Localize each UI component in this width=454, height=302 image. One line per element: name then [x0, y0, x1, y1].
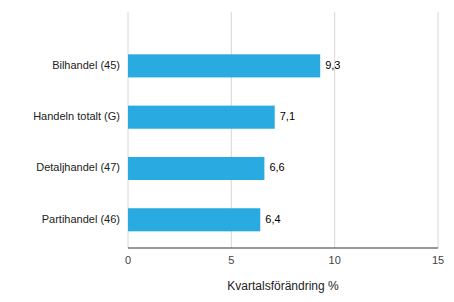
data-label: 6,4	[265, 213, 280, 225]
category-label: Bilhandel (45)	[52, 59, 120, 71]
tick-label: 15	[432, 254, 444, 266]
grid-line	[334, 12, 335, 248]
grid	[128, 12, 438, 248]
x-axis-line	[128, 248, 438, 249]
grid-line	[438, 12, 439, 248]
tick-label: 0	[125, 254, 131, 266]
data-label: 9,3	[325, 59, 340, 71]
category-label: Handeln totalt (G)	[33, 110, 120, 122]
x-axis-label: Kvartalsförändring %	[227, 279, 339, 293]
tick-label: 10	[329, 254, 341, 266]
tick-label: 5	[228, 254, 234, 266]
data-label: 6,6	[269, 161, 284, 173]
category-label: Detaljhandel (47)	[36, 161, 120, 173]
chart-container: 0 5 10 15 Partihandel (46) Detaljhandel (47) H…	[0, 0, 454, 302]
data-label: 7,1	[280, 110, 295, 122]
category-label: Partihandel (46)	[42, 213, 120, 225]
bars	[128, 54, 320, 231]
bar	[128, 106, 275, 129]
chart: 0 5 10 15 Partihandel (46) Detaljhandel (47) H…	[0, 0, 454, 302]
bar	[128, 157, 264, 180]
bar	[128, 54, 320, 77]
bar	[128, 208, 260, 231]
